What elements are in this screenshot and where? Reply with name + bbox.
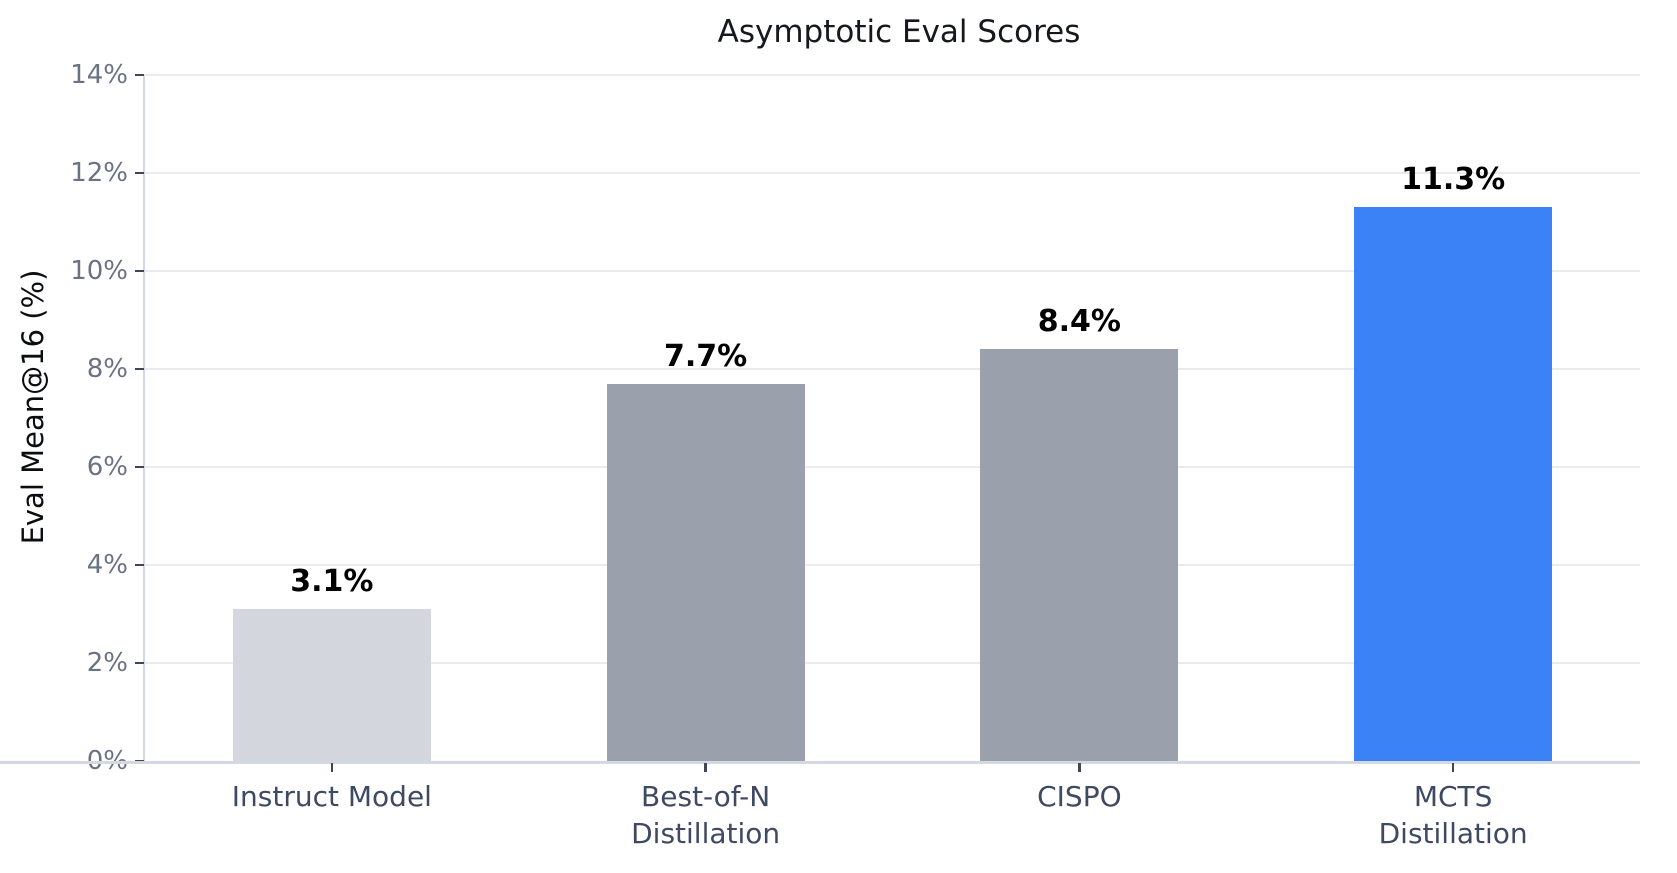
bar-value-label: 11.3%: [1401, 162, 1506, 198]
gridline: [145, 270, 1640, 272]
bar: [980, 349, 1179, 761]
bar: [1354, 207, 1553, 761]
x-tick-label: MCTS Distillation: [1378, 780, 1528, 851]
bar: [606, 383, 805, 761]
x-tick-mark: [1451, 763, 1455, 772]
x-tick-label: CISPO: [1037, 780, 1122, 813]
y-tick-mark: [135, 73, 144, 77]
y-tick-label: 6%: [86, 452, 128, 482]
gridline: [145, 564, 1640, 566]
y-axis-line: [143, 75, 145, 763]
y-tick-label: 2%: [86, 648, 128, 678]
bar: [232, 609, 431, 761]
gridline: [145, 74, 1640, 76]
y-tick-mark: [135, 171, 144, 175]
y-tick-label: 12%: [70, 158, 128, 188]
y-tick-mark: [135, 563, 144, 567]
x-tick-label: Best-of-N Distillation: [631, 780, 781, 851]
y-tick-mark: [135, 465, 144, 469]
y-tick-label: 10%: [70, 256, 128, 286]
y-axis-title: Eval Mean@16 (%): [16, 269, 50, 545]
y-tick-label: 14%: [70, 60, 128, 90]
y-tick-label: 8%: [86, 354, 128, 384]
x-tick-label: Instruct Model: [231, 780, 432, 813]
gridline: [145, 368, 1640, 370]
bar-value-label: 7.7%: [664, 338, 748, 374]
x-axis-line: [0, 761, 1640, 764]
x-tick-mark: [704, 763, 707, 772]
y-tick-mark: [135, 367, 144, 371]
bar-value-label: 3.1%: [290, 564, 374, 600]
x-tick-mark: [1078, 763, 1081, 772]
gridline: [145, 662, 1640, 664]
x-tick-mark: [330, 763, 334, 772]
bar-value-label: 8.4%: [1037, 304, 1121, 340]
gridline: [145, 466, 1640, 468]
y-tick-mark: [135, 269, 144, 273]
gridline: [145, 172, 1640, 174]
y-tick-label: 4%: [86, 550, 128, 580]
chart-title: Asymptotic Eval Scores: [717, 14, 1081, 50]
y-tick-mark: [135, 661, 144, 665]
